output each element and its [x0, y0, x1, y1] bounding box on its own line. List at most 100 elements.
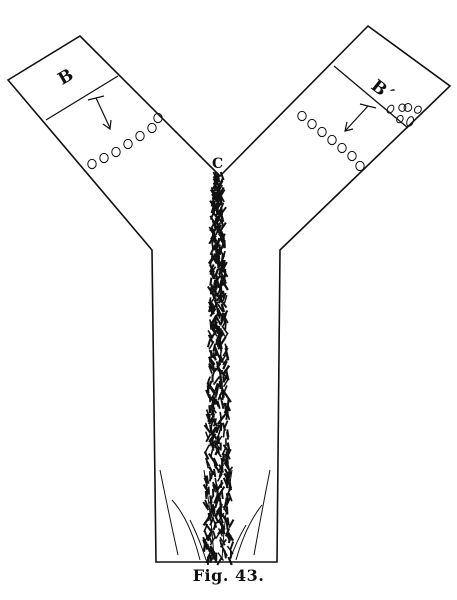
streak-stroke — [215, 288, 222, 298]
particle-field — [87, 103, 422, 172]
streak-stroke — [211, 314, 217, 324]
streak-stroke — [213, 242, 219, 251]
streak-stroke — [226, 431, 229, 440]
streak-stroke — [210, 323, 216, 333]
streak-stroke — [229, 541, 235, 550]
streak-stroke — [223, 479, 229, 489]
streak-stroke — [210, 442, 215, 451]
streak-stroke — [227, 534, 232, 544]
streak-stroke — [207, 453, 215, 463]
flow-line — [221, 469, 233, 561]
streak-stroke — [221, 325, 229, 335]
streak-stroke — [216, 310, 221, 319]
streak-stroke — [225, 411, 229, 420]
streak-stroke — [222, 347, 229, 357]
streak-stroke — [214, 182, 222, 192]
streak-stroke — [222, 281, 229, 291]
streak-stroke — [208, 473, 213, 482]
streak-stroke — [213, 253, 218, 262]
flow-line — [203, 469, 215, 561]
streak-stroke — [226, 442, 231, 451]
left-branch-divider — [45, 75, 119, 121]
streak-stroke — [216, 307, 223, 317]
streak-stroke — [213, 468, 217, 478]
streak-stroke — [222, 444, 231, 454]
label-b-prime: B´ — [367, 76, 397, 106]
streak-stroke — [213, 554, 218, 564]
streak-stroke — [220, 312, 225, 322]
bottom-flow-lines — [159, 469, 271, 561]
streak-stroke — [227, 556, 233, 566]
streak-stroke — [219, 539, 223, 548]
entering-particle — [337, 142, 347, 154]
streak-stroke — [210, 426, 217, 436]
streak-stroke — [214, 219, 221, 229]
left-flow-arrow — [87, 95, 112, 131]
right-flow-arrow — [344, 103, 377, 132]
streak-stroke — [226, 517, 230, 526]
streak-stroke — [217, 552, 225, 561]
streak-stroke — [216, 556, 223, 566]
entering-particle — [355, 160, 365, 172]
particle — [386, 104, 395, 114]
entering-particle — [147, 122, 157, 134]
streak-stroke — [204, 499, 210, 509]
streak-stroke — [211, 180, 220, 190]
streak-stroke — [226, 462, 231, 471]
streak-stroke — [209, 508, 216, 517]
streak-stroke — [209, 277, 213, 286]
streak-stroke — [215, 338, 220, 348]
streak-stroke — [222, 429, 226, 438]
streak-stroke — [214, 499, 219, 509]
streak-stroke — [213, 494, 219, 504]
streak-stroke — [209, 286, 213, 295]
streak-stroke — [209, 270, 215, 280]
streak-stroke — [211, 409, 215, 418]
streak-stroke — [223, 404, 230, 414]
streak-stroke — [226, 545, 234, 555]
streak-stroke — [216, 224, 222, 234]
streak-stroke — [208, 334, 214, 344]
streak-stroke — [208, 405, 212, 414]
streak-stroke — [220, 490, 224, 500]
streak-stroke — [207, 415, 215, 425]
streak-stroke — [202, 543, 207, 552]
streak-stroke — [215, 435, 223, 445]
entering-particle — [153, 112, 163, 124]
streak-stroke — [225, 475, 229, 484]
streak-stroke — [224, 393, 232, 403]
entering-particle — [99, 152, 109, 164]
streak-stroke — [222, 356, 230, 366]
flow-line — [159, 469, 179, 556]
streak-stroke — [211, 417, 219, 428]
tube-outline — [6, 24, 452, 563]
central-streak — [202, 171, 235, 566]
streak-stroke — [220, 400, 225, 410]
streak-stroke — [212, 270, 216, 280]
flow-line — [229, 524, 247, 561]
streak-stroke — [211, 202, 219, 212]
streak-stroke — [212, 440, 216, 449]
streak-stroke — [208, 299, 216, 309]
streak-stroke — [220, 274, 228, 284]
streak-stroke — [208, 433, 216, 443]
streak-stroke — [204, 451, 209, 460]
streak-stroke — [209, 545, 216, 555]
streak-stroke — [223, 314, 229, 324]
streak-stroke — [214, 389, 219, 398]
streak-stroke — [225, 521, 229, 530]
streak-stroke — [218, 341, 223, 350]
label-c: C — [212, 156, 223, 172]
streak-stroke — [210, 552, 217, 562]
entering-particle — [347, 150, 357, 162]
streak-stroke — [217, 464, 223, 473]
streak-stroke — [214, 347, 218, 357]
streak-stroke — [212, 376, 221, 386]
streak-stroke — [204, 490, 208, 500]
streak-stroke — [215, 207, 219, 216]
streak-stroke — [209, 307, 217, 317]
flow-line — [253, 469, 271, 556]
entering-particle — [111, 146, 121, 158]
streak-stroke — [207, 329, 214, 339]
streak-stroke — [217, 303, 224, 313]
